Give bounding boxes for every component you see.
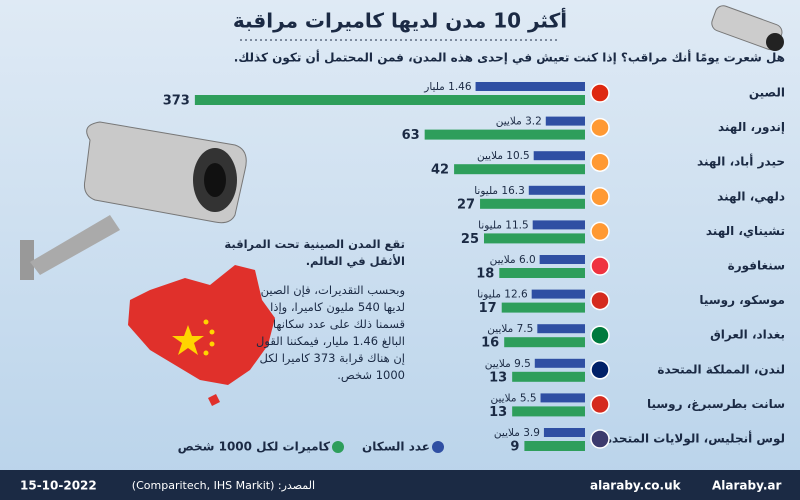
population-label: 11.5 مليونا (478, 219, 529, 231)
footer-site: alaraby.co.uk (590, 479, 682, 493)
category-label: سانت بطرسبرغ، روسيا (647, 397, 785, 412)
camera-bar (524, 441, 585, 451)
camera-bar (454, 164, 585, 175)
flag (590, 290, 610, 311)
category-label: بغداد، العراق (710, 328, 785, 342)
camera-illustration (20, 5, 784, 280)
flag (590, 152, 610, 172)
legend-label: عدد السكان (362, 440, 430, 454)
flag (590, 221, 610, 242)
camera-label: 63 (402, 128, 420, 143)
population-label: 9.5 ملايين (485, 358, 531, 370)
camera-label: 16 (481, 336, 499, 351)
camera-bar (424, 129, 585, 140)
camera-label: 9 (510, 440, 519, 455)
camera-label: 25 (461, 232, 479, 247)
flag (590, 256, 610, 276)
camera-bar (480, 198, 585, 209)
population-bar (543, 428, 585, 437)
population-label: 12.6 مليونا (477, 289, 528, 301)
flag (590, 429, 610, 449)
population-bar (532, 220, 585, 230)
category-label: حيدر أباد، الهند (697, 154, 785, 169)
population-label: 5.5 ملايين (491, 392, 537, 404)
footer-social: Alaraby.ar (712, 479, 781, 493)
population-bar (539, 255, 585, 264)
camera-label: 27 (457, 197, 475, 212)
legend-label: كاميرات لكل 1000 شخص (178, 440, 330, 454)
population-bar (531, 289, 585, 299)
population-label: 1.46 مليار (423, 81, 472, 93)
category-label: دلهي، الهند (717, 189, 785, 203)
category-label: إندور، الهند (718, 120, 785, 135)
population-label: 3.2 ملايين (496, 116, 542, 128)
flag (590, 187, 610, 207)
population-bar (534, 358, 585, 368)
population-bar (537, 324, 585, 334)
camera-bar (501, 302, 585, 313)
camera-label: 373 (163, 94, 190, 109)
camera-bar (484, 233, 585, 244)
category-label: موسكو، روسيا (699, 293, 785, 308)
flag (590, 83, 610, 103)
category-label: لوس أنجليس، الولايات المتحدة (605, 431, 785, 447)
population-bar (545, 116, 585, 126)
chart-subtitle: هل شعرت يومًا أنك مراقب؟ إذا كنت تعيش في… (234, 50, 785, 66)
flag (590, 394, 610, 415)
flag (590, 360, 610, 380)
category-label: لندن، المملكة المتحدة (657, 362, 785, 376)
camera-label: 13 (489, 370, 507, 385)
legend-swatch (332, 441, 344, 453)
population-bar (533, 151, 585, 161)
footer-date: 15-10-2022 (20, 479, 97, 493)
camera-bar (512, 371, 585, 382)
camera-bar (194, 95, 585, 105)
camera-bar (499, 268, 585, 278)
population-bar (475, 82, 585, 91)
flag (590, 325, 610, 345)
footer-bar (0, 470, 800, 500)
camera-label: 17 (479, 301, 497, 316)
category-label: سنغافورة (728, 259, 785, 274)
note-heading: تقع المدن الصينية تحت المراقبة الأثقل في… (224, 237, 405, 268)
chart-title: أكثر 10 مدن لديها كاميرات مراقبة (233, 7, 567, 33)
category-label: الصين (749, 86, 785, 100)
population-bar (528, 185, 585, 195)
population-label: 10.5 ملايين (477, 150, 530, 162)
population-label: 6.0 ملايين (490, 254, 536, 266)
population-label: 3.9 ملايين (494, 427, 540, 439)
camera-bar (504, 337, 585, 348)
camera-label: 13 (489, 405, 507, 420)
camera-label: 42 (431, 163, 449, 178)
camera-bar (512, 406, 585, 417)
population-label: 7.5 ملايين (487, 323, 533, 335)
category-label: تشيناي، الهند (706, 224, 785, 238)
china-map (128, 265, 275, 406)
flag (590, 117, 610, 138)
population-label: 16.3 مليونا (474, 185, 525, 197)
population-bar (540, 393, 585, 403)
camera-label: 18 (476, 267, 494, 282)
footer-source: المصدر: (Comparitech, IHS Markit) (132, 479, 315, 492)
legend-swatch (432, 441, 444, 453)
note-body: وبحسب التقديرات، فإن الصين لديها 540 ملي… (256, 283, 405, 382)
